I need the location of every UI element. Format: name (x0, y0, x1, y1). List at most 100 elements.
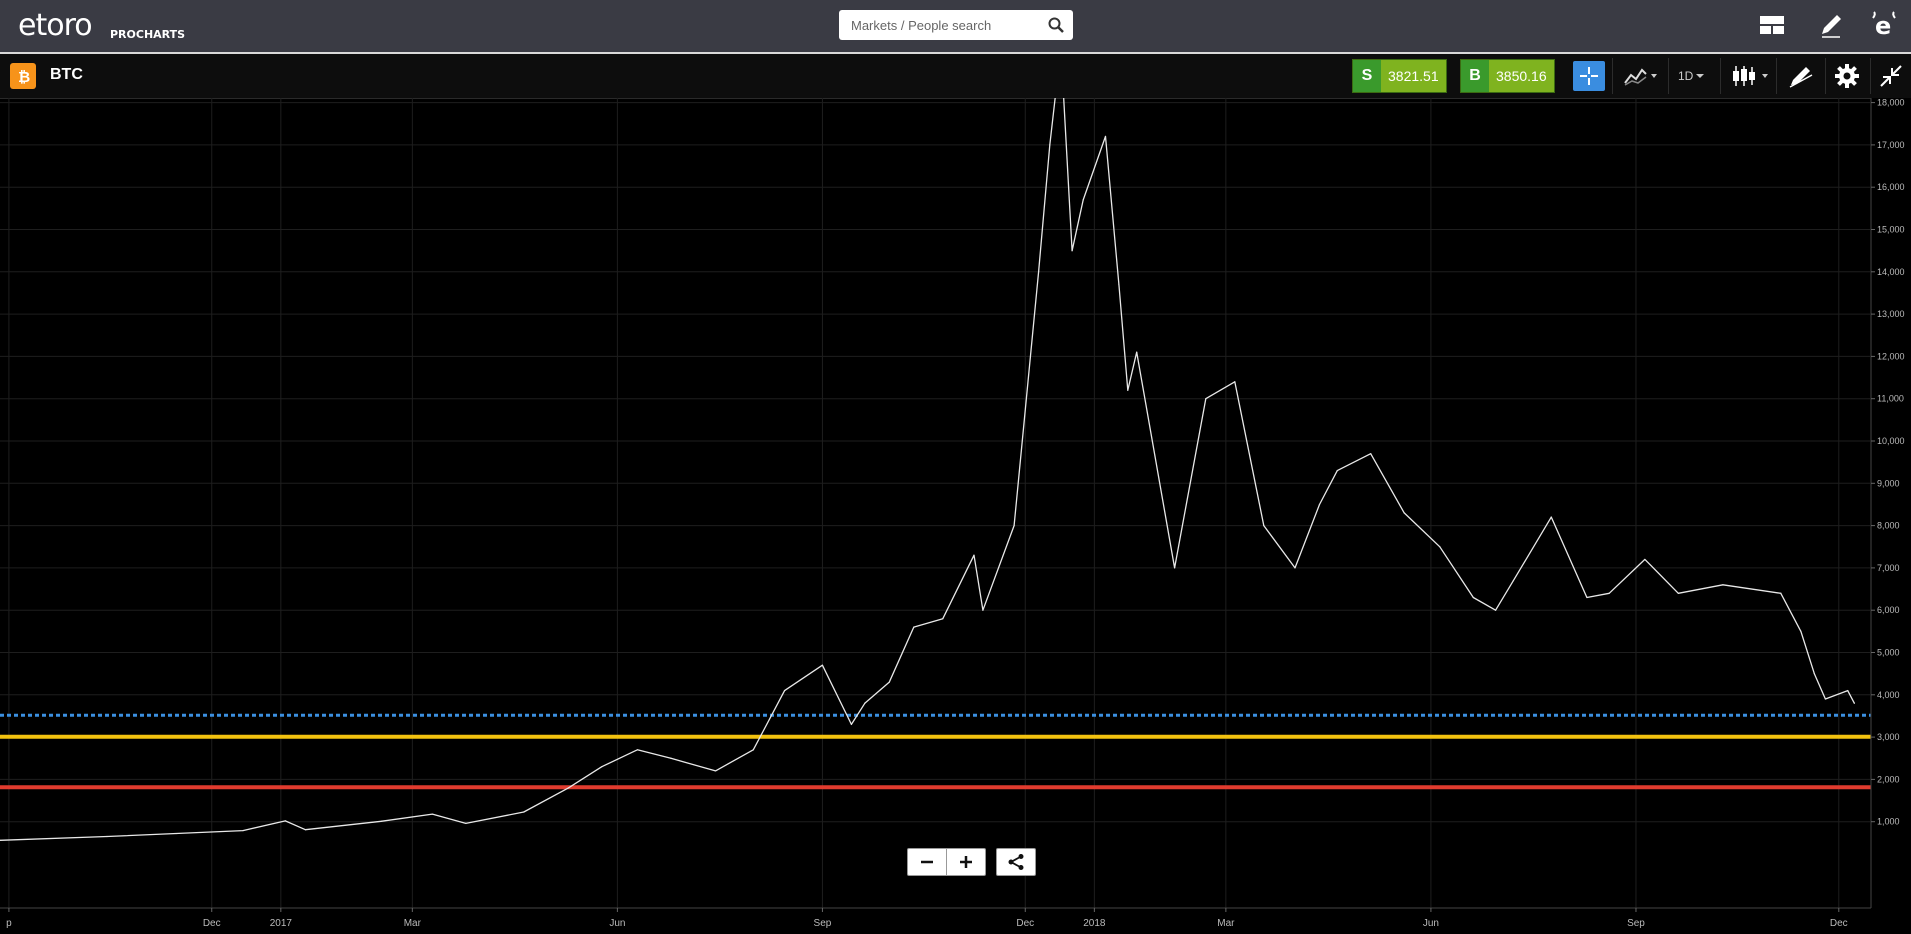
price-point (1403, 512, 1405, 514)
svg-text:₿: ₿ (18, 68, 30, 86)
price-point (304, 829, 306, 831)
etoro-logo[interactable]: etoro PROCHARTS (18, 8, 185, 43)
price-point (1336, 470, 1338, 472)
y-tick-label: 12,000 (1877, 351, 1905, 361)
price-point (1494, 609, 1497, 611)
price-point (601, 766, 603, 768)
zoom-in-icon (960, 856, 972, 868)
price-point (1318, 503, 1321, 506)
price-point (0, 839, 1, 841)
price-point (1847, 689, 1849, 692)
price-point (1722, 584, 1724, 586)
header-separator (0, 52, 1911, 54)
drawing-tools-button[interactable] (1786, 61, 1816, 91)
price-chart[interactable]: 3,5163,0071,8153,821.5 1,0002,0003,0004,… (0, 98, 1911, 934)
price-point (864, 702, 866, 704)
price-series (0, 98, 1855, 841)
search-icon[interactable] (1047, 16, 1065, 34)
buy-price: 3850.16 (1489, 60, 1554, 92)
timeframe-dropdown[interactable]: 1D (1678, 61, 1707, 91)
crosshair-icon (1580, 67, 1598, 85)
instrument-symbol: BTC (50, 66, 83, 83)
x-tick-label: Dec (1016, 918, 1034, 929)
chart-type-button[interactable] (1730, 61, 1770, 91)
x-tick-label: p (6, 918, 12, 929)
zoom-out-button[interactable] (908, 849, 947, 875)
price-point (1038, 271, 1040, 273)
x-tick-label: Dec (203, 918, 221, 929)
price-point (1013, 525, 1015, 527)
x-tick-label: Sep (1627, 918, 1645, 929)
y-tick-label: 10,000 (1877, 436, 1905, 446)
price-point (1677, 592, 1679, 594)
svg-text:e: e (1875, 12, 1891, 40)
buy-label: B (1461, 60, 1489, 92)
price-point (1263, 525, 1265, 527)
settings-button[interactable] (1832, 61, 1862, 91)
price-point (1071, 250, 1073, 252)
x-tick-label: 2018 (1083, 918, 1106, 929)
sell-label: S (1353, 60, 1381, 92)
settings-icon (1835, 64, 1859, 88)
y-tick-label: 7,000 (1877, 563, 1900, 573)
price-point (1800, 630, 1802, 632)
drawing-icon (1789, 67, 1813, 88)
price-point (380, 820, 382, 822)
y-tick-label: 5,000 (1877, 648, 1900, 658)
x-tick-label: Jun (1423, 918, 1439, 929)
price-point (567, 787, 569, 789)
price-point (1824, 698, 1827, 700)
x-tick-label: Sep (814, 918, 832, 929)
price-point (1174, 567, 1176, 569)
price-point (431, 813, 433, 815)
pencil-icon[interactable] (1816, 10, 1846, 40)
price-point (1813, 673, 1815, 675)
price-point (523, 811, 525, 813)
y-tick-label: 2,000 (1877, 774, 1900, 784)
y-tick-label: 3,000 (1877, 732, 1900, 742)
timeframe-value: 1D (1678, 69, 1694, 83)
toolbar-divider (1825, 58, 1826, 94)
price-point (465, 822, 467, 824)
chart-toolbar: ₿ BTC S 3821.51 B 3850.16 1D (0, 54, 1911, 99)
y-tick-label: 4,000 (1877, 690, 1900, 700)
collapse-icon (1880, 65, 1902, 87)
share-button[interactable] (996, 848, 1036, 876)
price-point (1780, 592, 1782, 594)
indicators-button[interactable] (1622, 61, 1658, 91)
bitcoin-icon: ₿ (10, 63, 36, 89)
price-point (106, 835, 108, 838)
price-point (1118, 283, 1120, 286)
search-box[interactable] (839, 10, 1073, 40)
price-point (1472, 596, 1474, 599)
sell-button[interactable]: S 3821.51 (1352, 59, 1447, 93)
price-point (1234, 381, 1236, 383)
x-tick-label: 2017 (270, 918, 293, 929)
price-point (636, 749, 639, 751)
price-point (1550, 516, 1552, 518)
y-tick-label: 8,000 (1877, 521, 1900, 531)
search-input[interactable] (839, 10, 1041, 40)
price-point (942, 618, 944, 620)
logo-subtitle: PROCHARTS (110, 28, 186, 41)
price-point (1586, 596, 1588, 599)
buy-button[interactable]: B 3850.16 (1460, 59, 1555, 93)
layout-icon[interactable] (1757, 10, 1787, 40)
price-point (1205, 398, 1207, 400)
price-point (888, 681, 890, 683)
price-point (284, 820, 286, 822)
collapse-button[interactable] (1877, 61, 1905, 91)
y-tick-label: 6,000 (1877, 605, 1900, 615)
chart-type-icon (1733, 66, 1768, 86)
toolbar-divider (1870, 58, 1871, 94)
etoro-e-icon[interactable]: e (1870, 10, 1900, 40)
share-icon (1008, 854, 1024, 870)
crosshair-button[interactable] (1573, 61, 1605, 91)
zoom-out-icon (921, 860, 933, 864)
indicators-icon (1624, 68, 1657, 86)
y-tick-label: 13,000 (1877, 309, 1905, 319)
sell-price: 3821.51 (1381, 60, 1446, 92)
price-point (175, 832, 177, 835)
zoom-in-button[interactable] (947, 849, 985, 875)
price-point (982, 609, 984, 611)
